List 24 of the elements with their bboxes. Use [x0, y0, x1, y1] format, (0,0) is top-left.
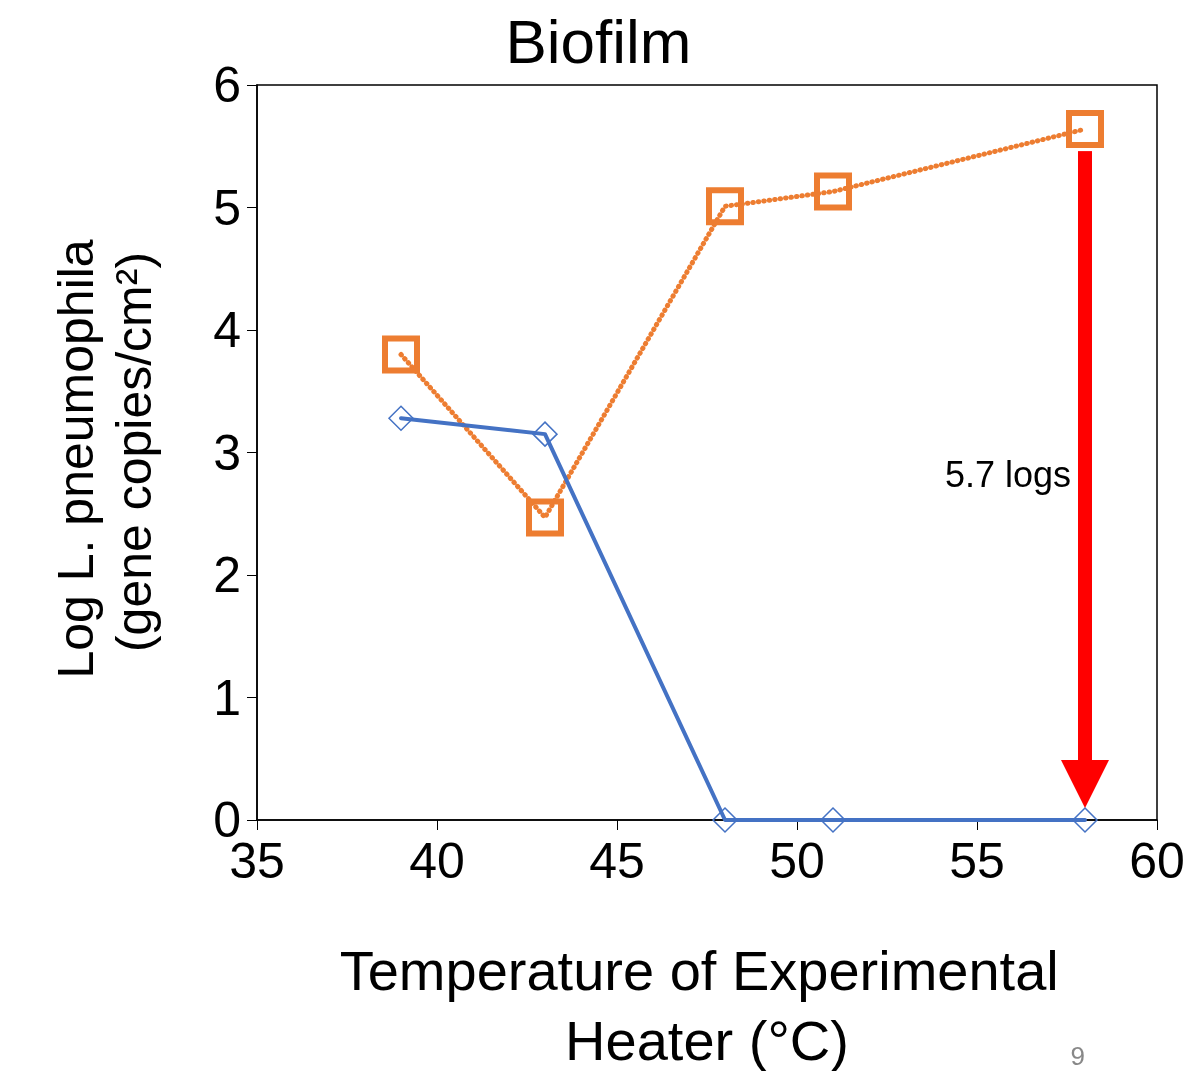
y-tick-label: 1 [213, 669, 241, 726]
x-tick-label: 40 [409, 833, 465, 889]
point [706, 187, 744, 226]
x-tick-label: 50 [769, 833, 825, 889]
y-tick-label: 4 [213, 302, 241, 358]
annotation: 5.7 logs [944, 454, 1071, 496]
point [382, 335, 420, 374]
point [526, 498, 564, 537]
point [814, 172, 852, 211]
point [712, 807, 738, 833]
x-tick-label: 55 [949, 833, 1005, 889]
point [388, 405, 414, 431]
point [820, 807, 846, 833]
y-tick-label: 2 [213, 547, 241, 603]
y-axis-title: Log L. pneumophila (gene copies/cm²) [48, 225, 162, 679]
y-tick-label: 5 [213, 179, 241, 236]
y-tick-label: 3 [213, 424, 241, 481]
x-tick-label: 60 [1129, 833, 1185, 889]
y-tick-label: 6 [213, 57, 241, 113]
point [1072, 807, 1098, 833]
point [532, 421, 558, 447]
x-tick-label: 45 [589, 833, 645, 889]
point [1066, 110, 1104, 149]
chart-title: Biofilm [505, 6, 692, 76]
